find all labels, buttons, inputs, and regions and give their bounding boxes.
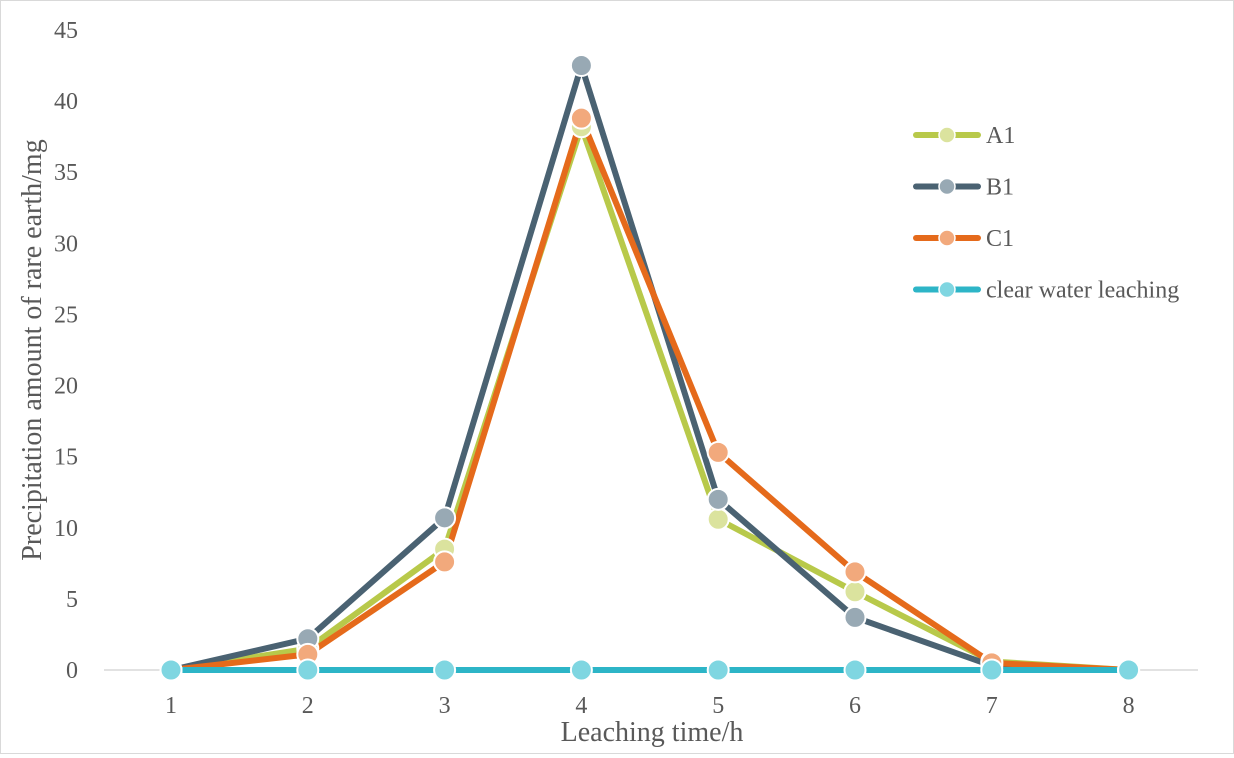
legend-label: C1 (986, 226, 1014, 252)
legend-label: clear water leaching (986, 278, 1179, 304)
series-1-point (706, 507, 730, 531)
series-1-point (843, 580, 867, 604)
series-3-point (843, 560, 867, 584)
legend-marker (938, 177, 956, 196)
y-tick-label: 25 (54, 302, 78, 328)
series-2-point (843, 605, 867, 629)
x-tick-label: 8 (1123, 693, 1135, 719)
x-tick-label: 7 (986, 693, 998, 719)
series-4-point (843, 658, 867, 682)
legend-item: C1 (913, 226, 1014, 252)
series-2-point (433, 506, 457, 530)
y-tick-label: 15 (54, 445, 78, 471)
y-tick-label: 10 (54, 516, 78, 542)
x-tick-label: 4 (575, 693, 587, 719)
legend-item: B1 (913, 175, 1014, 201)
series-2-point (706, 487, 730, 511)
y-axis-title: Precipitation amount of rare earth/mg (17, 139, 48, 560)
x-tick-label: 1 (165, 693, 177, 719)
legend-marker (938, 229, 956, 247)
legend-marker (938, 126, 956, 144)
legend-item: A1 (913, 123, 1015, 149)
y-tick-label: 5 (66, 587, 78, 613)
y-tick-label: 35 (54, 160, 78, 186)
series-4-point (569, 658, 593, 682)
series-4-point (296, 658, 320, 682)
x-tick-label: 6 (849, 693, 861, 719)
series-layer (159, 54, 1141, 682)
x-tick-label: 2 (302, 693, 314, 719)
y-tick-label: 40 (54, 89, 78, 115)
series-4-point (706, 658, 730, 682)
series-4-point (1117, 658, 1141, 682)
series-3-point (706, 440, 730, 464)
series-3-point (569, 106, 593, 130)
legend: A1 B1 C1 clear water leaching (913, 123, 1179, 304)
y-tick-label: 30 (54, 231, 78, 257)
series-line-1 (168, 123, 1132, 673)
y-axis-ticks: 0 5 10 15 20 25 30 35 40 45 (54, 18, 78, 684)
y-tick-label: 45 (54, 18, 78, 44)
y-tick-label: 0 (66, 658, 78, 684)
x-axis-ticks: 1 2 3 4 5 6 7 8 (165, 693, 1135, 719)
x-tick-label: 5 (712, 693, 724, 719)
legend-marker (938, 280, 956, 299)
y-tick-label: 20 (54, 374, 78, 400)
x-tick-label: 3 (439, 693, 451, 719)
series-line-2 (168, 62, 1132, 673)
x-axis-title: Leaching time/h (561, 717, 744, 748)
legend-label: A1 (986, 123, 1015, 149)
series-4-point (159, 658, 183, 682)
series-4-point (980, 658, 1004, 682)
series-3-point (433, 550, 457, 574)
legend-item: clear water leaching (913, 278, 1179, 304)
series-4-point (433, 658, 457, 682)
series-2-point (569, 54, 593, 78)
series-line-3 (168, 115, 1132, 673)
legend-label: B1 (986, 175, 1014, 201)
